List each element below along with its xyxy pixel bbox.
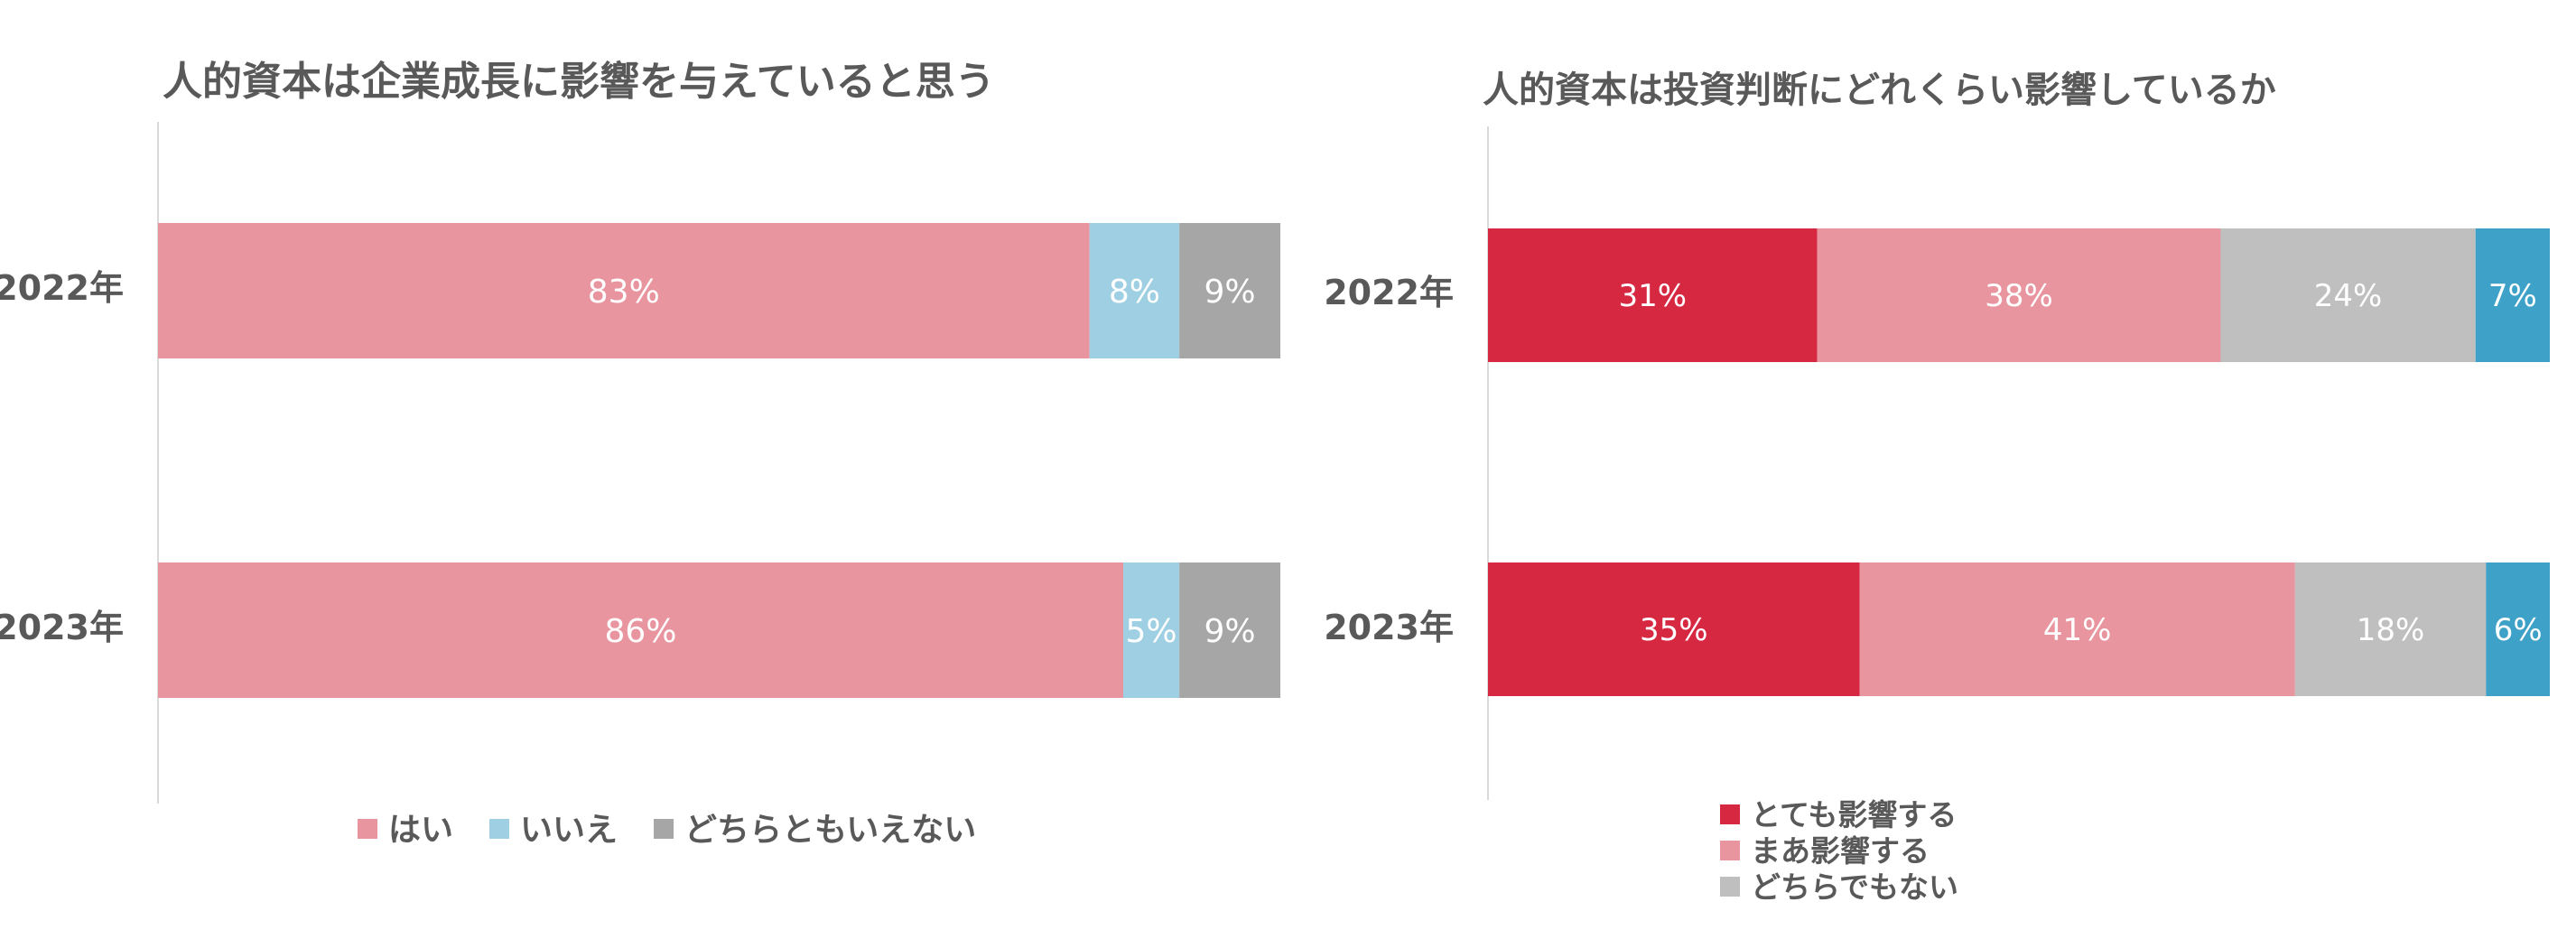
legend-label: はい [388, 812, 453, 849]
bar-segment [2486, 562, 2550, 696]
legend-swatch [1720, 804, 1740, 824]
legend-left: はい いいえ どちらともいえない [358, 812, 976, 849]
bar-segment [158, 562, 1123, 698]
data-label: 8% [1109, 274, 1160, 311]
bar-segment [1089, 223, 1180, 358]
data-label: 83% [588, 274, 660, 311]
data-label: 35% [1640, 612, 1708, 648]
bars-right: 31% 38% 24% 7% 35% 41% 18% 6% [1488, 228, 2550, 696]
bar-segment [158, 223, 1090, 358]
data-label: 38% [1985, 278, 2053, 314]
chart-title-right: 人的資本は投資判断にどれくらい影響しているか [1483, 70, 2276, 111]
bar-segment [1488, 228, 1818, 362]
data-label: 6% [2494, 612, 2543, 648]
data-label: 86% [604, 613, 676, 650]
bar-segment [2475, 228, 2550, 362]
data-label: 7% [2488, 278, 2537, 314]
category-label-2023-left: 2023年 [0, 608, 124, 647]
legend-swatch [489, 819, 510, 839]
data-label: 24% [2314, 278, 2383, 314]
legend-swatch [358, 819, 377, 839]
legend-label: どちらでもない [1751, 869, 1958, 905]
chart-left: 人的資本は企業成長に影響を与えていると思う 2022年 2023年 83% 8% 9… [0, 59, 1280, 849]
bar-segment [2294, 562, 2487, 696]
category-label-2022-left: 2022年 [0, 268, 124, 308]
legend-swatch [1720, 877, 1740, 897]
legend-swatch [654, 819, 674, 839]
bar-segment [1817, 228, 2221, 362]
chart-right: 人的資本は投資判断にどれくらい影響しているか 2022年 2023年 31% 38… [1324, 70, 2550, 905]
bar-segment [1123, 562, 1180, 698]
data-label: 31% [1619, 278, 1688, 314]
legend-label: どちらともいえない [684, 812, 976, 849]
data-label: 5% [1126, 613, 1177, 650]
data-label: 9% [1204, 274, 1256, 311]
data-label: 18% [2357, 612, 2425, 648]
legend-label: とても影響する [1751, 797, 1957, 832]
bar-segment [1179, 223, 1280, 358]
bar-segment [1859, 562, 2295, 696]
legend-swatch [1720, 841, 1740, 860]
bars-left: 83% 8% 9% 86% 5% 9% [158, 223, 1280, 698]
category-label-2023-right: 2023年 [1324, 608, 1454, 647]
category-label-2022-right: 2022年 [1324, 273, 1454, 312]
data-label: 9% [1204, 613, 1256, 650]
chart-title-left: 人的資本は企業成長に影響を与えていると思う [163, 59, 995, 105]
bar-segment [1488, 562, 1860, 696]
legend-label: いいえ [520, 812, 618, 849]
data-label: 41% [2043, 612, 2112, 648]
legend-label: まあ影響する [1751, 833, 1930, 869]
bar-segment [1179, 562, 1280, 698]
bar-segment [2220, 228, 2476, 362]
